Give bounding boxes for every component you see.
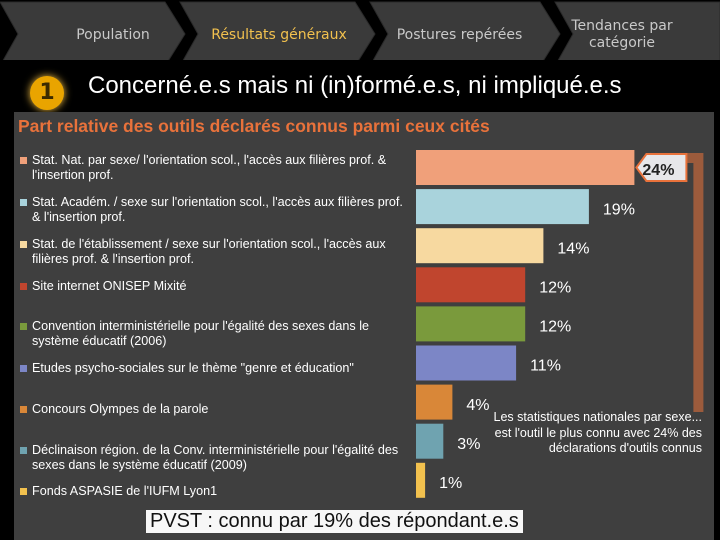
bar xyxy=(416,384,453,420)
nav-step-population[interactable]: Population xyxy=(76,27,150,43)
nav-step-postures-reperees[interactable]: Postures repérées xyxy=(396,27,523,43)
bar-value-label: 1% xyxy=(439,475,462,492)
highlight-connector xyxy=(686,153,704,412)
category-label: Concours Olympes de la parole xyxy=(20,402,412,417)
bar-value-label: 3% xyxy=(457,436,480,453)
category-label: Stat. de l'établissement / sexe sur l'or… xyxy=(20,237,412,267)
bar-value-label: 12% xyxy=(539,280,571,297)
bar-value-label: 14% xyxy=(557,240,589,257)
slide-headline: Concerné.e.s mais ni (in)formé.e.s, ni i… xyxy=(88,72,622,99)
step-number-badge: 1 xyxy=(30,76,64,110)
bar xyxy=(416,150,635,185)
chart-annotation: Les statistiques nationales par sexe... … xyxy=(493,410,702,455)
nav-step-resultats-generaux[interactable]: Résultats généraux xyxy=(211,27,347,43)
section-navigation: Population Résultats généraux Postures r… xyxy=(0,0,720,78)
legend-swatch xyxy=(20,447,27,454)
legend-swatch xyxy=(20,241,27,248)
legend-swatch xyxy=(20,488,27,495)
bar xyxy=(416,345,517,381)
nav-arrow-shape xyxy=(554,1,720,60)
bar xyxy=(416,462,426,498)
category-label: Etudes psycho-sociales sur le thème "gen… xyxy=(20,361,412,376)
nav-arrow-shape xyxy=(369,1,561,60)
bar xyxy=(416,189,589,225)
highlight-callout xyxy=(635,153,688,182)
legend-swatch xyxy=(20,365,27,372)
nav-arrows xyxy=(0,1,720,60)
bar xyxy=(416,423,444,459)
bar-value-label: 19% xyxy=(603,201,635,218)
legend-swatch xyxy=(20,283,27,290)
bar xyxy=(416,306,526,342)
bar-chart: 24% 19% 14% 12% 12% 11% 4% 3% 1% xyxy=(416,150,704,498)
category-label: Site internet ONISEP Mixité xyxy=(20,279,412,294)
bar xyxy=(416,267,526,303)
category-label: Convention interministérielle pour l'éga… xyxy=(20,319,412,349)
category-label: Fonds ASPASIE de l'IUFM Lyon1 xyxy=(20,484,412,499)
nav-arrow-shape xyxy=(179,1,376,60)
category-label: Stat. Nat. par sexe/ l'orientation scol.… xyxy=(20,153,412,183)
chart-panel: Part relative des outils déclarés connus… xyxy=(14,112,714,540)
category-label: Déclinaison région. de la Conv. intermin… xyxy=(20,443,412,473)
footer-note: PVST : connu par 19% des répondant.e.s xyxy=(146,510,523,533)
category-label: Stat. Académ. / sexe sur l'orientation s… xyxy=(20,195,412,225)
bar-value-label: 4% xyxy=(466,397,489,414)
legend-swatch xyxy=(20,199,27,206)
nav-step-tendances-par-categorie[interactable]: Tendances par catégorie xyxy=(571,18,673,51)
bar-value-label: 12% xyxy=(539,319,571,336)
bar-value-label: 11% xyxy=(530,358,561,375)
legend-swatch xyxy=(20,406,27,413)
nav-arrow-shape xyxy=(0,1,186,60)
bar xyxy=(416,228,544,264)
legend-swatch xyxy=(20,157,27,164)
bar-value-label: 24% xyxy=(642,162,674,179)
chart-title: Part relative des outils déclarés connus… xyxy=(18,116,490,136)
legend-swatch xyxy=(20,323,27,330)
